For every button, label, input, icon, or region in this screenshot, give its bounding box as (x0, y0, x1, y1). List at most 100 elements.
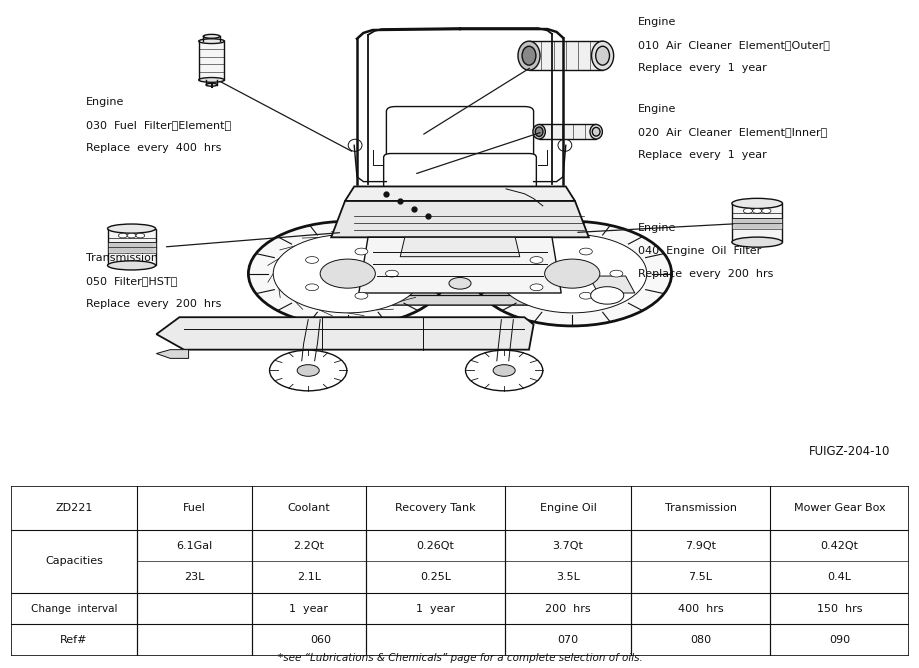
Text: 200  hrs: 200 hrs (545, 604, 590, 614)
Ellipse shape (732, 198, 782, 208)
Text: 6.1Gal: 6.1Gal (176, 540, 212, 550)
Circle shape (472, 221, 671, 326)
Polygon shape (156, 349, 188, 358)
Circle shape (752, 208, 761, 213)
Circle shape (529, 284, 542, 291)
Text: 070: 070 (557, 635, 578, 645)
Circle shape (743, 208, 752, 213)
Text: 090: 090 (828, 635, 849, 645)
Ellipse shape (206, 84, 217, 86)
Circle shape (297, 365, 319, 376)
Polygon shape (322, 295, 597, 305)
Text: 3.7Qt: 3.7Qt (552, 540, 583, 550)
Ellipse shape (532, 124, 545, 139)
Text: 0.25L: 0.25L (419, 572, 450, 582)
Text: *see “Lubrications & Chemicals” page for a complete selection of oils.: *see “Lubrications & Chemicals” page for… (278, 653, 641, 663)
Polygon shape (345, 186, 574, 201)
Polygon shape (331, 201, 588, 237)
Polygon shape (400, 237, 519, 257)
Text: 7.9Qt: 7.9Qt (685, 540, 715, 550)
Ellipse shape (589, 124, 602, 139)
Circle shape (579, 293, 592, 299)
Text: Replace  every  200  hrs: Replace every 200 hrs (85, 299, 221, 309)
Circle shape (761, 208, 770, 213)
Text: 3.5L: 3.5L (555, 572, 579, 582)
Text: Engine: Engine (85, 97, 124, 107)
Bar (734, 219, 779, 228)
Circle shape (493, 365, 515, 376)
Ellipse shape (535, 127, 542, 136)
Circle shape (609, 271, 622, 277)
Ellipse shape (522, 46, 535, 65)
Text: Engine: Engine (637, 104, 675, 114)
Ellipse shape (732, 237, 782, 247)
Text: Engine: Engine (637, 17, 675, 27)
Text: 030  Fuel  Filter（Element）: 030 Fuel Filter（Element） (85, 120, 231, 130)
Ellipse shape (203, 39, 220, 43)
Bar (732, 203, 782, 242)
Ellipse shape (199, 39, 224, 43)
Polygon shape (156, 317, 533, 349)
Circle shape (119, 233, 127, 238)
Text: Fuel: Fuel (183, 503, 206, 513)
Polygon shape (528, 41, 551, 70)
Text: 050  Filter（HST）: 050 Filter（HST） (85, 276, 176, 286)
Text: 2.2Qt: 2.2Qt (293, 540, 323, 550)
Text: 0.42Qt: 0.42Qt (820, 540, 857, 550)
Text: Replace  every  1  year: Replace every 1 year (637, 63, 766, 73)
Circle shape (529, 257, 542, 263)
Text: Transmission: Transmission (85, 253, 157, 263)
Text: Engine: Engine (637, 223, 675, 232)
Text: Transmission: Transmission (664, 503, 736, 513)
Text: 0.26Qt: 0.26Qt (416, 540, 454, 550)
Ellipse shape (591, 41, 613, 70)
Polygon shape (326, 237, 368, 300)
Ellipse shape (199, 77, 224, 82)
Circle shape (579, 248, 592, 255)
Text: 23L: 23L (184, 572, 204, 582)
Text: Recovery Tank: Recovery Tank (394, 503, 475, 513)
Text: 7.5L: 7.5L (687, 572, 711, 582)
Circle shape (127, 233, 136, 238)
Bar (732, 218, 782, 228)
Text: 010  Air  Cleaner  Element（Outer）: 010 Air Cleaner Element（Outer） (637, 40, 829, 50)
Bar (539, 124, 596, 139)
Bar (108, 242, 155, 253)
Ellipse shape (517, 41, 539, 70)
Polygon shape (588, 276, 634, 293)
Circle shape (136, 233, 144, 238)
Text: Mower Gear Box: Mower Gear Box (793, 503, 884, 513)
Text: Replace  every  400  hrs: Replace every 400 hrs (85, 144, 221, 154)
Ellipse shape (203, 34, 220, 38)
Ellipse shape (108, 224, 155, 233)
Circle shape (269, 350, 346, 391)
Text: 150  hrs: 150 hrs (816, 604, 861, 614)
Circle shape (248, 221, 447, 326)
Text: Ref#: Ref# (61, 635, 87, 645)
Text: Replace  every  200  hrs: Replace every 200 hrs (637, 269, 772, 279)
Circle shape (385, 271, 398, 277)
Circle shape (355, 293, 368, 299)
Ellipse shape (348, 139, 362, 152)
Text: 020  Air  Cleaner  Element（Inner）: 020 Air Cleaner Element（Inner） (637, 127, 826, 137)
Ellipse shape (596, 46, 608, 65)
Polygon shape (358, 237, 561, 293)
Polygon shape (539, 124, 555, 139)
Bar (199, 41, 224, 80)
Circle shape (355, 248, 368, 255)
Text: 060: 060 (311, 635, 331, 645)
Circle shape (448, 277, 471, 289)
Text: 400  hrs: 400 hrs (677, 604, 722, 614)
Text: Capacities: Capacities (45, 556, 103, 566)
Text: 080: 080 (689, 635, 710, 645)
Text: Replace  every  1  year: Replace every 1 year (637, 150, 766, 160)
FancyBboxPatch shape (386, 106, 533, 170)
Text: FUIGZ-204-10: FUIGZ-204-10 (809, 445, 890, 458)
Text: ZD221: ZD221 (55, 503, 93, 513)
Circle shape (590, 287, 623, 304)
Polygon shape (551, 237, 593, 300)
Text: Engine Oil: Engine Oil (539, 503, 596, 513)
Bar (110, 243, 153, 252)
FancyBboxPatch shape (383, 154, 536, 190)
Ellipse shape (108, 261, 155, 270)
